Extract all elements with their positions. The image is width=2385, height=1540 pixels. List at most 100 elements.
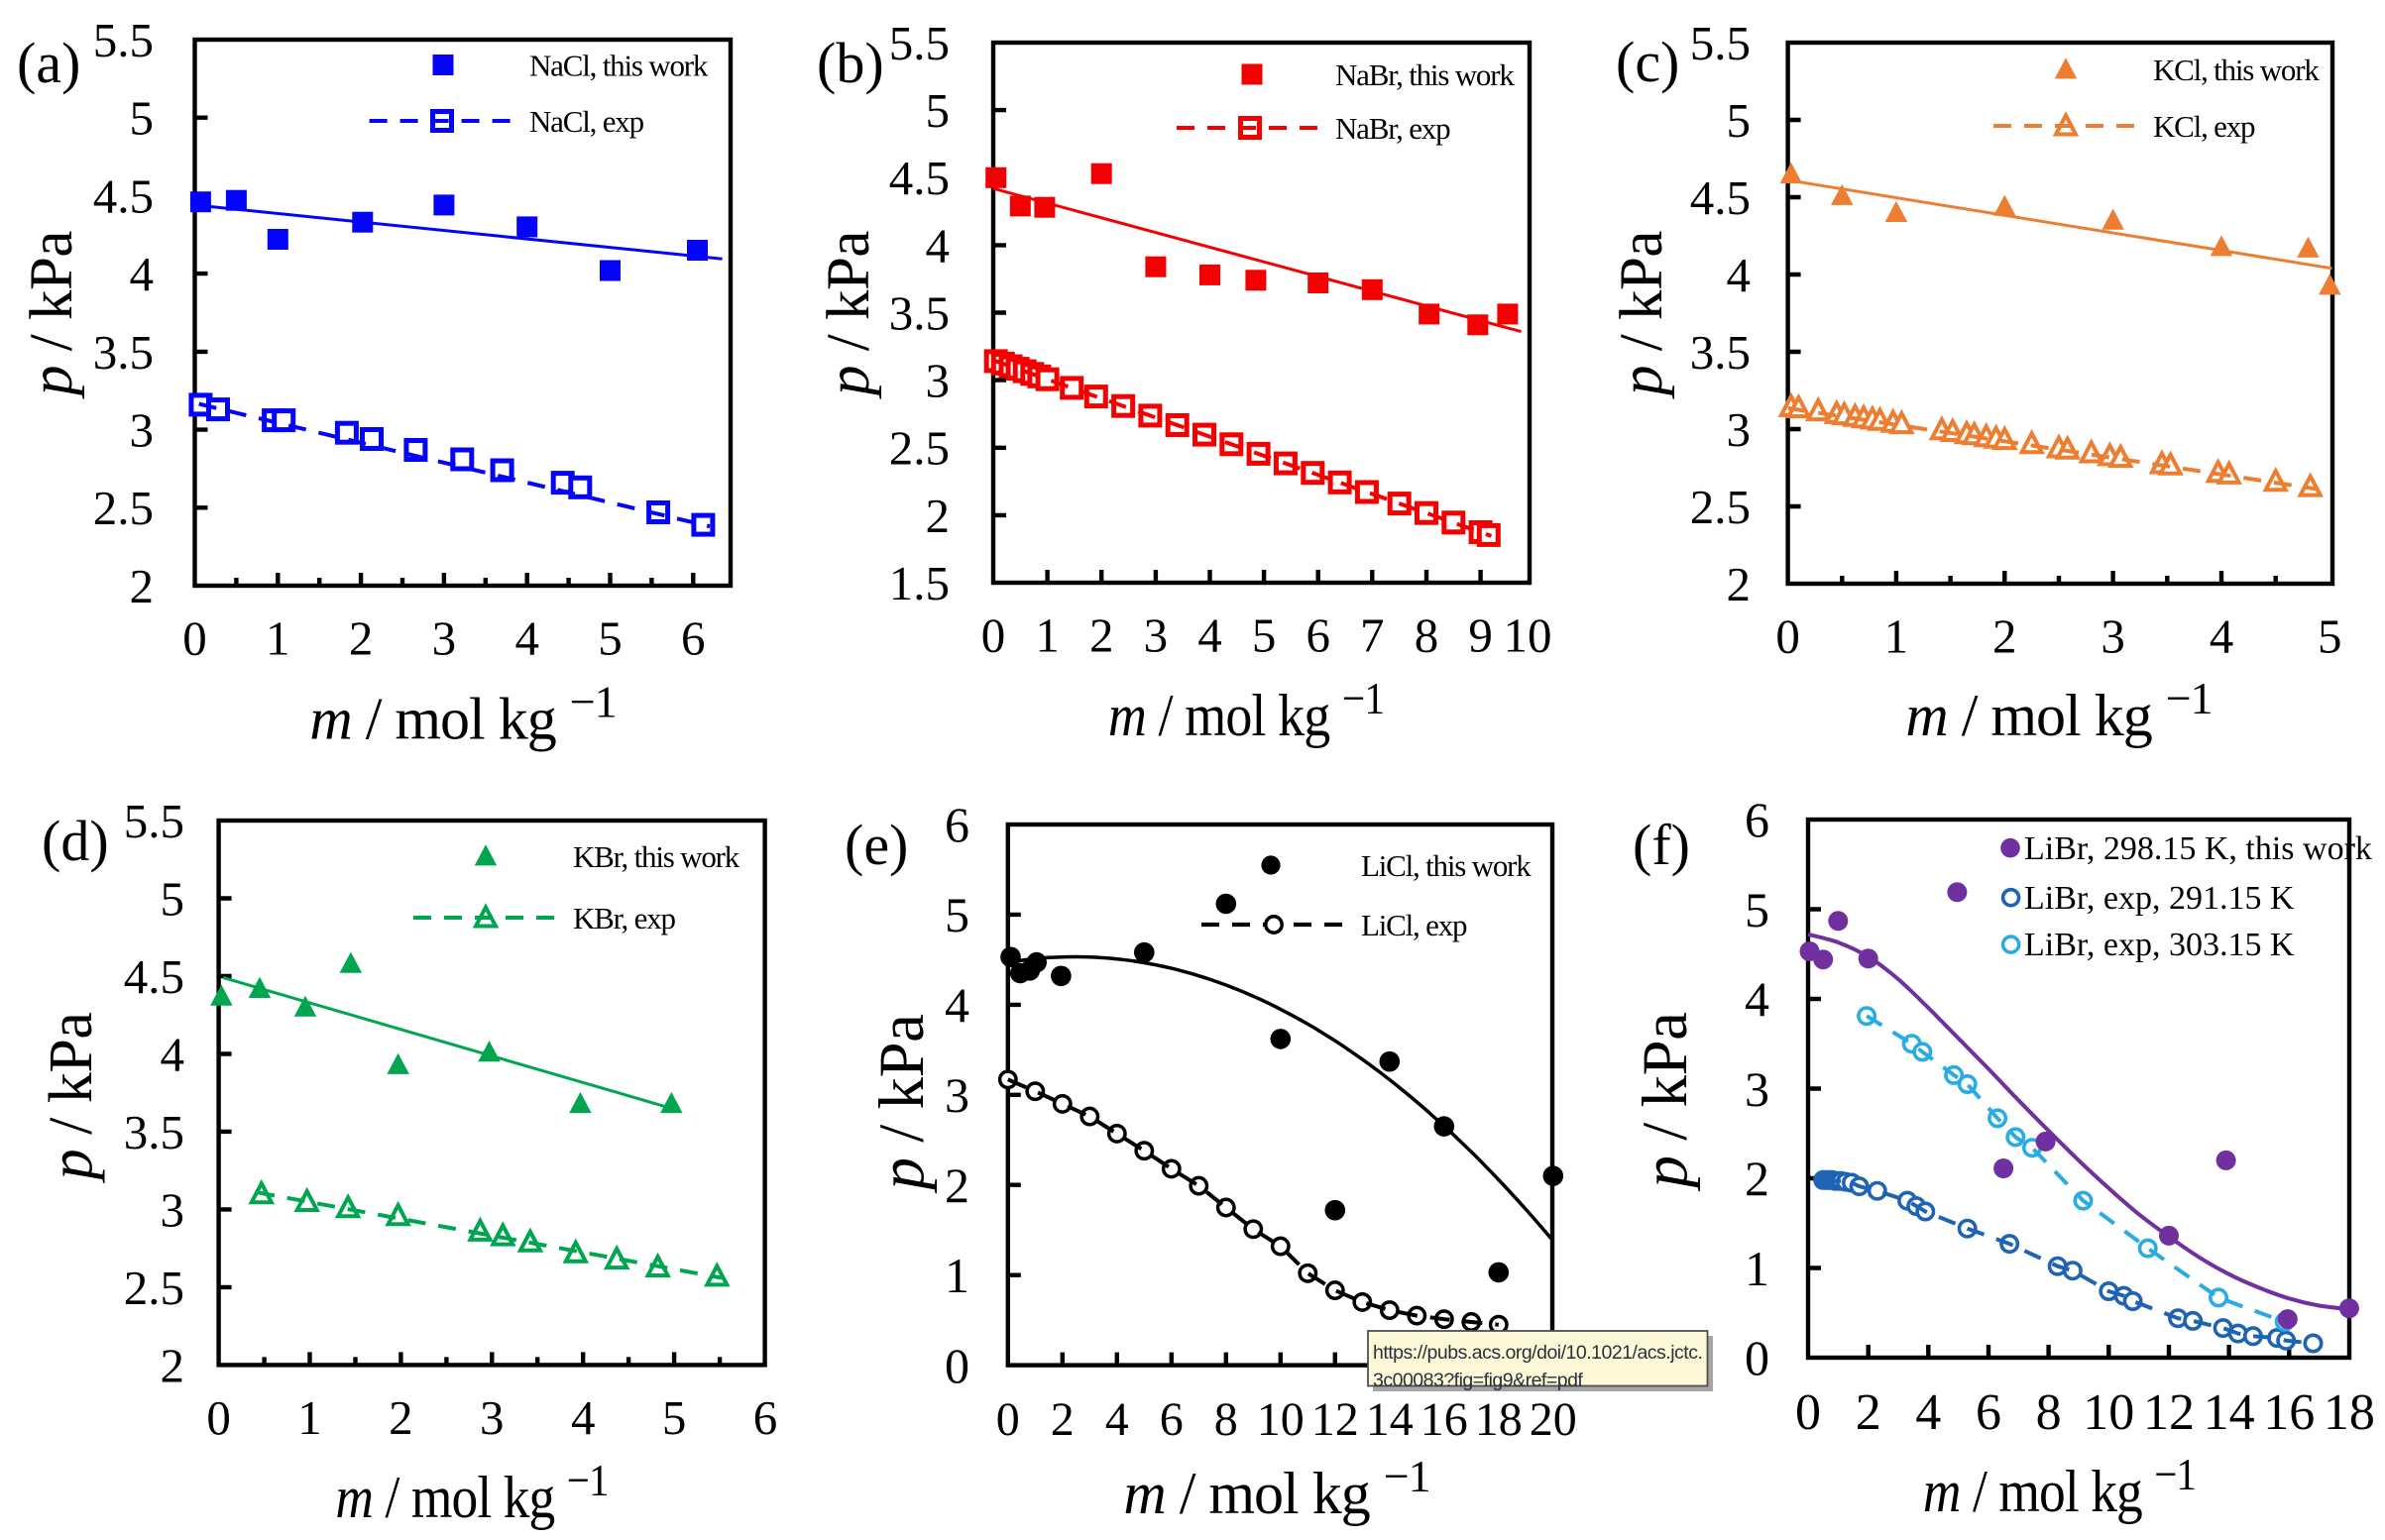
svg-text:10: 10 (1504, 608, 1552, 663)
svg-text:LiCl, this work: LiCl, this work (1361, 848, 1532, 883)
svg-text:1.5: 1.5 (889, 556, 950, 610)
svg-text:4: 4 (1745, 971, 1769, 1027)
svg-text:16: 16 (1420, 1393, 1468, 1446)
svg-text:4: 4 (945, 977, 969, 1033)
svg-text:2: 2 (1089, 608, 1114, 663)
svg-text:m / mol kg −1: m / mol kg −1 (335, 1456, 608, 1531)
svg-text:10: 10 (2083, 1384, 2134, 1441)
svg-text:3: 3 (945, 1067, 969, 1123)
svg-text:LiBr, 298.15 K, this work: LiBr, 298.15 K, this work (2024, 830, 2372, 867)
svg-text:4: 4 (1197, 608, 1222, 663)
svg-text:2: 2 (1051, 1393, 1075, 1446)
svg-text:0: 0 (1775, 609, 1800, 664)
svg-text:https://pubs.acs.org/doi/10.10: https://pubs.acs.org/doi/10.1021/acs.jct… (1373, 1342, 1702, 1364)
svg-text:KCl, this work: KCl, this work (2153, 53, 2320, 87)
svg-text:m / mol kg −1: m / mol kg −1 (1108, 674, 1384, 749)
svg-text:KBr, this work: KBr, this work (573, 839, 740, 874)
svg-text:0: 0 (981, 608, 1006, 663)
svg-text:3: 3 (1144, 608, 1169, 663)
svg-text:12: 12 (1311, 1393, 1359, 1446)
svg-text:NaCl, this work: NaCl, this work (529, 49, 709, 83)
svg-text:6: 6 (681, 611, 706, 666)
svg-text:4: 4 (571, 1390, 596, 1445)
svg-text:3: 3 (2101, 609, 2125, 664)
svg-text:4: 4 (2210, 609, 2234, 664)
svg-text:2: 2 (1856, 1384, 1881, 1441)
svg-text:2: 2 (389, 1390, 413, 1445)
svg-text:(e): (e) (845, 813, 908, 877)
svg-text:6: 6 (1306, 608, 1330, 663)
svg-text:4.5: 4.5 (124, 949, 184, 1004)
svg-text:2.5: 2.5 (889, 421, 950, 476)
svg-text:m / mol kg −1: m / mol kg −1 (1923, 1450, 2196, 1525)
svg-text:7: 7 (1360, 608, 1385, 663)
svg-text:2.5: 2.5 (124, 1261, 184, 1315)
svg-text:5: 5 (2318, 609, 2342, 664)
svg-text:0: 0 (206, 1390, 231, 1445)
svg-text:3: 3 (1727, 402, 1752, 457)
svg-text:LiCl, exp: LiCl, exp (1361, 908, 1467, 942)
svg-text:2: 2 (945, 1157, 969, 1213)
svg-text:KBr, exp: KBr, exp (573, 901, 676, 935)
svg-text:3.5: 3.5 (93, 325, 154, 380)
svg-text:2: 2 (161, 1338, 185, 1392)
svg-text:5.5: 5.5 (889, 16, 950, 70)
svg-text:3: 3 (480, 1390, 505, 1445)
svg-text:4: 4 (1915, 1384, 1941, 1441)
svg-text:6: 6 (1160, 1393, 1184, 1446)
svg-text:4.5: 4.5 (1690, 170, 1751, 225)
svg-text:(a): (a) (17, 31, 80, 95)
svg-text:m / mol kg −1: m / mol kg −1 (1123, 1451, 1429, 1526)
svg-text:16: 16 (2263, 1384, 2315, 1441)
svg-text:4: 4 (926, 218, 951, 273)
svg-text:5: 5 (161, 871, 185, 926)
svg-text:0: 0 (996, 1393, 1020, 1446)
svg-text:2: 2 (926, 489, 951, 543)
svg-text:m / mol kg −1: m / mol kg −1 (309, 677, 616, 752)
svg-text:5: 5 (926, 83, 951, 138)
svg-text:18: 18 (2324, 1384, 2375, 1441)
svg-text:5.5: 5.5 (1690, 16, 1751, 70)
svg-text:6: 6 (753, 1390, 778, 1445)
svg-text:LiBr, exp, 303.15 K: LiBr, exp, 303.15 K (2024, 927, 2295, 963)
svg-text:m / mol kg −1: m / mol kg −1 (1905, 673, 2212, 748)
svg-text:5: 5 (1252, 608, 1277, 663)
svg-text:2: 2 (130, 559, 155, 613)
svg-text:12: 12 (2143, 1384, 2195, 1441)
svg-text:2.5: 2.5 (1690, 480, 1751, 534)
svg-text:4.5: 4.5 (889, 151, 950, 205)
svg-text:5: 5 (1727, 93, 1752, 148)
svg-text:(d): (d) (42, 809, 109, 873)
svg-text:8: 8 (1415, 608, 1439, 663)
svg-text:14: 14 (2204, 1384, 2255, 1441)
svg-text:(c): (c) (1616, 30, 1679, 94)
svg-text:4: 4 (130, 247, 155, 301)
svg-text:2: 2 (1745, 1151, 1769, 1206)
svg-text:5: 5 (1745, 882, 1769, 937)
svg-text:(b): (b) (817, 31, 884, 95)
svg-text:5: 5 (130, 91, 155, 146)
svg-text:0: 0 (1795, 1384, 1821, 1441)
svg-text:0: 0 (1745, 1330, 1769, 1385)
svg-text:5.5: 5.5 (93, 13, 154, 67)
svg-text:3.5: 3.5 (889, 285, 950, 340)
svg-text:3: 3 (926, 354, 951, 408)
svg-text:3: 3 (161, 1182, 185, 1237)
svg-text:4.5: 4.5 (93, 168, 154, 223)
svg-text:NaBr, exp: NaBr, exp (1335, 111, 1450, 146)
svg-text:5.5: 5.5 (124, 794, 184, 848)
svg-text:3: 3 (130, 403, 155, 458)
svg-text:20: 20 (1530, 1393, 1577, 1446)
svg-text:4: 4 (1727, 248, 1752, 302)
svg-text:5: 5 (662, 1390, 687, 1445)
svg-text:p / kPa: p / kPa (19, 231, 85, 399)
svg-text:1: 1 (266, 611, 290, 666)
svg-text:4: 4 (514, 611, 539, 666)
svg-text:p / kPa: p / kPa (866, 1014, 938, 1193)
svg-text:1: 1 (945, 1248, 969, 1303)
svg-text:NaBr, this work: NaBr, this work (1335, 57, 1515, 92)
svg-text:NaCl, exp: NaCl, exp (529, 104, 644, 139)
svg-text:p / kPa: p / kPa (816, 231, 882, 399)
svg-text:3: 3 (432, 611, 457, 666)
svg-text:2: 2 (349, 611, 374, 666)
